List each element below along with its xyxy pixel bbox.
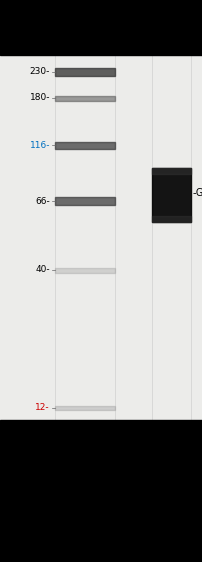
Text: -GARS: -GARS [193, 188, 202, 198]
Bar [55, 197, 115, 205]
Bar [0, 55, 202, 420]
Text: 40-: 40- [35, 265, 50, 274]
Bar [152, 215, 191, 222]
Bar [0, 420, 202, 562]
Bar [55, 268, 115, 273]
Bar [0, 0, 202, 55]
Bar [55, 96, 115, 101]
Text: 230-: 230- [30, 67, 50, 76]
Bar [55, 68, 115, 76]
Bar [152, 168, 191, 222]
Text: 12-: 12- [35, 404, 50, 413]
Text: 180-: 180- [29, 93, 50, 102]
Text: 66-: 66- [35, 197, 50, 206]
Text: 116-: 116- [29, 140, 50, 149]
Bar [55, 406, 115, 410]
Bar [152, 168, 191, 174]
Bar [55, 142, 115, 148]
